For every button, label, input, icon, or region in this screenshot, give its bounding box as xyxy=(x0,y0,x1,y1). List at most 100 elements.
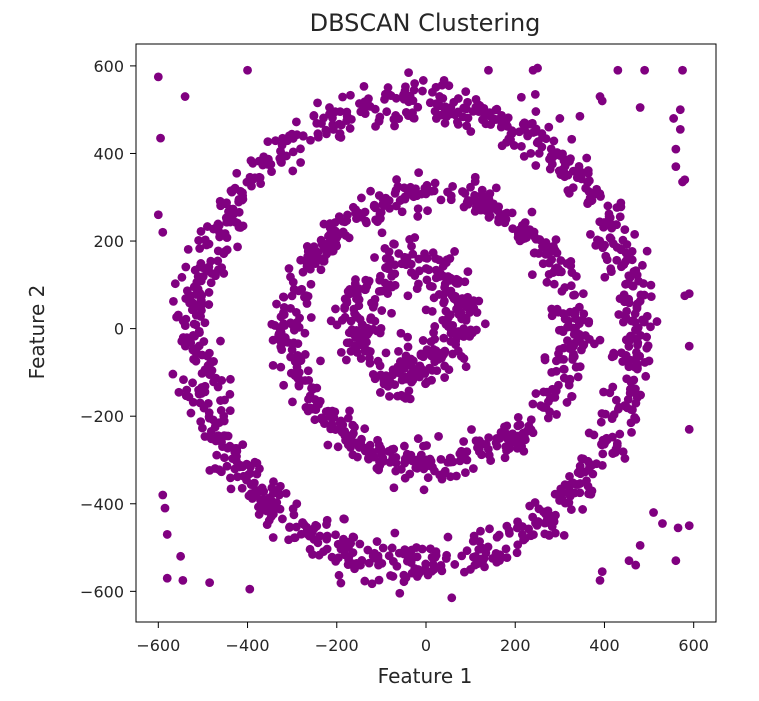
scatter-point xyxy=(417,544,427,554)
scatter-point xyxy=(179,375,188,385)
scatter-point xyxy=(232,457,241,466)
scatter-point xyxy=(394,114,404,123)
scatter-point xyxy=(408,249,418,259)
scatter-point xyxy=(586,229,595,239)
scatter-point xyxy=(503,122,512,131)
scatter-point xyxy=(569,341,578,351)
scatter-point xyxy=(551,235,561,245)
scatter-point xyxy=(374,560,383,570)
scatter-point xyxy=(613,65,623,75)
scatter-point xyxy=(675,124,685,134)
scatter-point xyxy=(625,355,635,365)
scatter-point xyxy=(556,256,566,265)
scatter-point xyxy=(212,450,222,460)
scatter-point xyxy=(369,549,379,559)
scatter-point xyxy=(671,144,681,154)
scatter-point xyxy=(174,387,184,397)
scatter-point xyxy=(620,454,630,463)
scatter-point xyxy=(625,388,635,398)
scatter-point xyxy=(195,244,205,253)
scatter-point xyxy=(444,365,454,375)
scatter-point xyxy=(575,111,585,121)
scatter-point xyxy=(500,453,510,463)
scatter-point xyxy=(531,234,541,244)
scatter-point xyxy=(377,228,387,238)
scatter-point xyxy=(450,247,459,256)
y-tick-label: 600 xyxy=(93,57,124,76)
scatter-point xyxy=(545,394,555,403)
scatter-point xyxy=(463,267,473,277)
scatter-point xyxy=(579,340,589,350)
scatter-point xyxy=(436,562,446,571)
scatter-point xyxy=(359,81,369,91)
scatter-point xyxy=(194,341,204,351)
scatter-point xyxy=(370,253,379,262)
scatter-point xyxy=(442,550,452,560)
scatter-point xyxy=(588,469,598,479)
scatter-point xyxy=(294,380,304,390)
scatter-point xyxy=(322,129,331,139)
scatter-point xyxy=(279,380,289,390)
scatter-point xyxy=(412,572,422,581)
scatter-point xyxy=(559,364,569,374)
scatter-point xyxy=(438,93,448,103)
scatter-point xyxy=(448,457,458,467)
scatter-point xyxy=(612,255,622,265)
scatter-point xyxy=(684,341,694,351)
scatter-point xyxy=(405,394,415,404)
scatter-point xyxy=(366,186,375,196)
scatter-point xyxy=(418,86,427,96)
scatter-point xyxy=(401,573,411,583)
scatter-point xyxy=(209,377,218,387)
scatter-point xyxy=(399,94,409,104)
scatter-point xyxy=(646,280,656,290)
scatter-point xyxy=(304,394,313,404)
scatter-point xyxy=(317,239,327,249)
scatter-point xyxy=(549,279,559,289)
scatter-point xyxy=(520,218,530,227)
scatter-point xyxy=(340,302,350,312)
scatter-point xyxy=(292,363,302,372)
scatter-point xyxy=(210,422,220,432)
scatter-point xyxy=(286,368,296,378)
scatter-point xyxy=(512,523,522,533)
scatter-point xyxy=(225,217,235,227)
scatter-point xyxy=(194,385,204,395)
scatter-point xyxy=(617,348,626,358)
scatter-point xyxy=(197,368,207,378)
scatter-point xyxy=(309,523,319,533)
scatter-point xyxy=(181,314,191,324)
scatter-point xyxy=(429,186,439,196)
scatter-point xyxy=(237,483,247,493)
scatter-point xyxy=(204,288,214,297)
scatter-point xyxy=(254,510,264,519)
scatter-point xyxy=(232,168,242,178)
scatter-point xyxy=(275,504,285,514)
scatter-point xyxy=(571,362,581,372)
scatter-point xyxy=(316,265,326,275)
scatter-point xyxy=(483,444,493,454)
scatter-point xyxy=(446,328,456,338)
scatter-point xyxy=(518,428,528,438)
x-axis-label: Feature 1 xyxy=(378,664,473,688)
scatter-point xyxy=(233,242,242,252)
scatter-point xyxy=(560,283,570,292)
scatter-point xyxy=(559,530,569,540)
scatter-point xyxy=(197,299,207,309)
scatter-point xyxy=(404,386,414,396)
scatter-point xyxy=(342,338,352,348)
scatter-point xyxy=(517,142,526,151)
scatter-point xyxy=(402,556,412,566)
scatter-point xyxy=(287,345,297,355)
scatter-point xyxy=(595,189,605,198)
scatter-point xyxy=(385,255,395,264)
scatter-point xyxy=(232,218,242,228)
scatter-point xyxy=(446,195,456,205)
scatter-point xyxy=(574,161,584,171)
scatter-point xyxy=(168,369,178,379)
scatter-point xyxy=(678,65,687,75)
scatter-point xyxy=(278,514,287,524)
scatter-point xyxy=(620,225,630,235)
scatter-point xyxy=(306,135,315,145)
scatter-point xyxy=(684,424,694,434)
